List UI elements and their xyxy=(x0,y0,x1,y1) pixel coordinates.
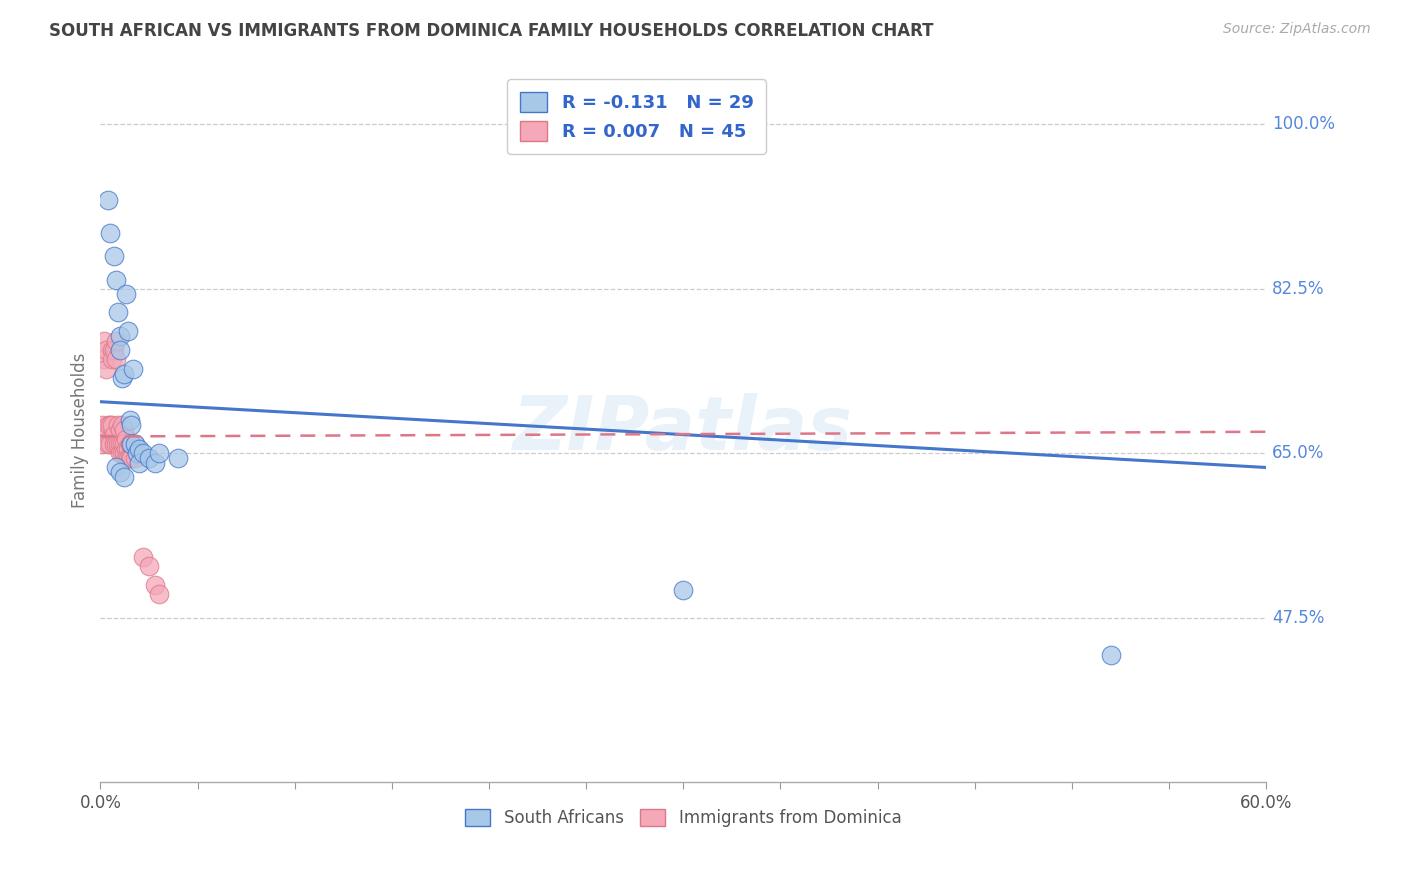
Point xyxy=(114,286,136,301)
Point xyxy=(101,418,124,433)
Point xyxy=(93,334,115,348)
Point xyxy=(120,451,142,466)
Point xyxy=(103,427,125,442)
Point xyxy=(127,446,149,460)
Point xyxy=(114,451,136,466)
Point xyxy=(111,446,134,460)
Point xyxy=(128,456,150,470)
Point xyxy=(124,437,146,451)
Point xyxy=(124,451,146,466)
Text: 65.0%: 65.0% xyxy=(1272,444,1324,462)
Point xyxy=(672,582,695,597)
Point xyxy=(138,559,160,574)
Point xyxy=(98,437,121,451)
Text: Source: ZipAtlas.com: Source: ZipAtlas.com xyxy=(1223,22,1371,37)
Point xyxy=(120,437,142,451)
Point xyxy=(114,432,136,446)
Point xyxy=(101,343,124,357)
Point xyxy=(108,437,131,451)
Point xyxy=(143,578,166,592)
Point xyxy=(148,587,170,601)
Point xyxy=(148,446,170,460)
Point xyxy=(91,437,114,451)
Point xyxy=(108,423,131,437)
Point xyxy=(124,437,146,451)
Point xyxy=(107,418,129,433)
Point xyxy=(117,324,139,338)
Text: SOUTH AFRICAN VS IMMIGRANTS FROM DOMINICA FAMILY HOUSEHOLDS CORRELATION CHART: SOUTH AFRICAN VS IMMIGRANTS FROM DOMINIC… xyxy=(49,22,934,40)
Point xyxy=(112,470,135,484)
Point xyxy=(107,437,129,451)
Point xyxy=(132,549,155,564)
Point xyxy=(111,437,134,451)
Point xyxy=(128,442,150,456)
Point xyxy=(97,418,120,433)
Point xyxy=(138,451,160,466)
Point xyxy=(108,446,131,460)
Point xyxy=(108,465,131,479)
Point xyxy=(104,460,127,475)
Point xyxy=(112,423,135,437)
Text: 47.5%: 47.5% xyxy=(1272,609,1324,627)
Point xyxy=(122,361,145,376)
Point xyxy=(112,446,135,460)
Legend: South Africans, Immigrants from Dominica: South Africans, Immigrants from Dominica xyxy=(458,803,908,834)
Point xyxy=(117,451,139,466)
Point xyxy=(118,437,141,451)
Point xyxy=(104,272,127,286)
Point xyxy=(111,418,134,433)
Point xyxy=(103,249,125,263)
Point xyxy=(112,367,135,381)
Text: 100.0%: 100.0% xyxy=(1272,115,1336,134)
Point xyxy=(104,437,127,451)
Point xyxy=(103,343,125,357)
Point xyxy=(104,352,127,367)
Text: 82.5%: 82.5% xyxy=(1272,280,1324,298)
Point xyxy=(103,437,125,451)
Point xyxy=(112,437,135,451)
Point xyxy=(107,305,129,319)
Point xyxy=(167,451,190,466)
Point xyxy=(98,418,121,433)
Point xyxy=(93,352,115,367)
Point xyxy=(114,442,136,456)
Point xyxy=(120,418,142,433)
Point xyxy=(120,437,142,451)
Point xyxy=(108,329,131,343)
Point xyxy=(117,442,139,456)
Point xyxy=(98,226,121,240)
Point xyxy=(96,361,118,376)
Point xyxy=(118,413,141,427)
Text: ZIPatlas: ZIPatlas xyxy=(513,393,853,467)
Point xyxy=(108,343,131,357)
Point xyxy=(111,371,134,385)
Point xyxy=(143,456,166,470)
Point xyxy=(1099,648,1122,663)
Point xyxy=(118,451,141,466)
Y-axis label: Family Households: Family Households xyxy=(72,352,89,508)
Point xyxy=(97,193,120,207)
Point xyxy=(132,446,155,460)
Point xyxy=(96,343,118,357)
Point xyxy=(101,352,124,367)
Point xyxy=(91,418,114,433)
Point xyxy=(97,437,120,451)
Point xyxy=(104,334,127,348)
